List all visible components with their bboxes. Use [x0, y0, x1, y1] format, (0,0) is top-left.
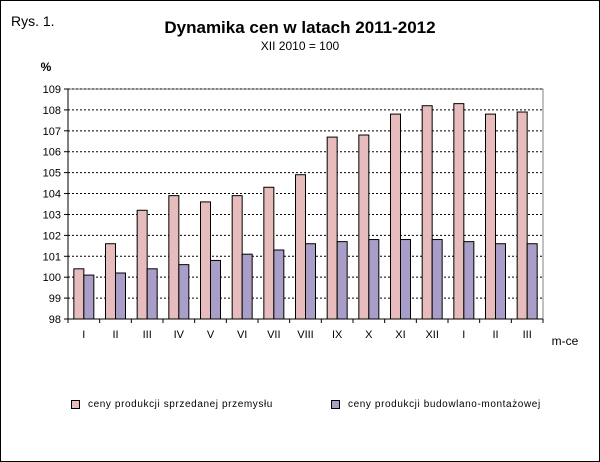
bar-series-2	[273, 249, 285, 320]
x-tick-label: III	[523, 329, 532, 341]
x-axis-unit: m-ce	[552, 334, 579, 348]
y-axis-unit: %	[41, 60, 52, 74]
bar-series-2	[526, 243, 538, 320]
chart-title: Dynamika cen w latach 2011-2012	[164, 18, 436, 37]
legend-label-series-1: ceny produkcji sprzedanej przemysłu	[88, 399, 273, 410]
legend-label-series-2: ceny produkcji budowlano-montażowej	[348, 399, 541, 410]
x-tick-label: IX	[332, 329, 343, 341]
bar-series-2	[305, 243, 316, 320]
bar-series-1	[200, 201, 211, 320]
bar-series-1	[453, 103, 465, 320]
y-tick-label: 101	[43, 251, 61, 263]
y-tick-label: 104	[43, 189, 61, 201]
bar-series-1	[136, 209, 148, 320]
bar-series-2	[431, 239, 443, 320]
bar-series-2	[241, 253, 253, 320]
bar-series-2	[146, 268, 158, 320]
x-tick-label: III	[143, 329, 152, 341]
x-tick-label: XI	[395, 329, 405, 341]
y-tick-label: 109	[43, 84, 61, 96]
bar-series-1	[231, 195, 243, 320]
x-tick-label: X	[365, 329, 373, 341]
bar-series-1	[421, 105, 433, 320]
bar-series-2	[210, 259, 221, 320]
y-tick-label: 99	[49, 293, 61, 305]
y-tick-label: 98	[49, 314, 61, 326]
x-tick-label: VII	[267, 329, 280, 341]
bar-series-2	[463, 241, 475, 320]
bar-series-1	[516, 111, 528, 320]
bar-series-1	[358, 134, 370, 320]
legend-item-series-2: ceny produkcji budowlano-montażowej	[331, 399, 541, 410]
legend-swatch-series-2	[331, 400, 340, 409]
y-tick-label: 102	[43, 230, 61, 242]
bar-series-1	[390, 113, 401, 320]
y-tick-label: 107	[43, 126, 61, 138]
bar-series-2	[115, 272, 126, 320]
bar-series-1	[326, 136, 338, 320]
bar-series-1	[73, 268, 85, 320]
x-tick-label: XII	[425, 329, 438, 341]
x-tick-label: V	[207, 329, 215, 341]
y-tick-label: 105	[43, 168, 61, 180]
bar-series-2	[400, 239, 411, 320]
chart-subtitle: XII 2010 = 100	[260, 39, 340, 53]
x-tick-label: VIII	[297, 329, 314, 341]
bar-series-2	[336, 241, 348, 320]
x-tick-label: II	[112, 329, 118, 341]
bar-series-2	[368, 239, 380, 320]
x-tick-label: II	[492, 329, 498, 341]
bar-series-1	[295, 174, 306, 320]
x-tick-label: VI	[237, 329, 247, 341]
bar-series-1	[263, 186, 275, 320]
legend-item-series-1: ceny produkcji sprzedanej przemysłu	[71, 399, 273, 410]
bar-series-1	[105, 243, 116, 320]
x-tick-label: I	[462, 329, 465, 341]
bar-series-1	[485, 113, 496, 320]
legend: ceny produkcji sprzedanej przemysłu ceny…	[1, 399, 599, 419]
y-tick-label: 108	[43, 105, 61, 117]
bar-series-2	[495, 243, 506, 320]
bar-series-1	[168, 195, 180, 320]
bar-series-2	[178, 264, 190, 320]
y-tick-label: 100	[43, 272, 61, 284]
y-tick-label: 103	[43, 209, 61, 221]
legend-swatch-series-1	[71, 400, 80, 409]
bar-series-2	[83, 274, 95, 320]
y-tick-label: 106	[43, 147, 61, 159]
x-tick-label: IV	[174, 329, 185, 341]
x-tick-label: I	[82, 329, 85, 341]
figure-label: Rys. 1.	[11, 13, 55, 29]
